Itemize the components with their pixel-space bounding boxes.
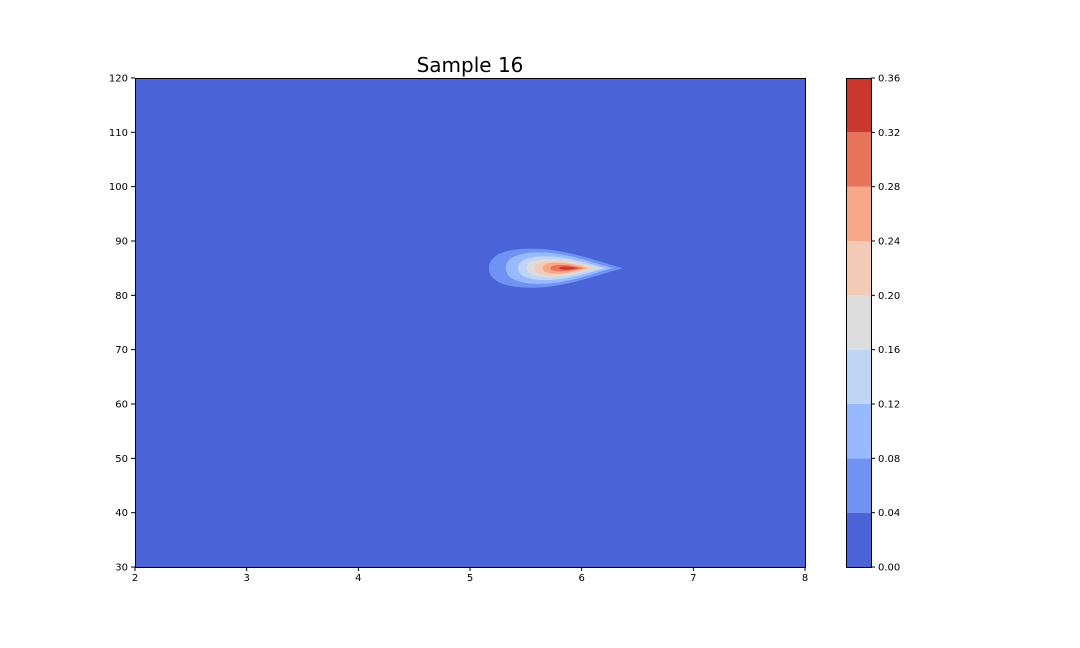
y-tick-label: 80 (115, 291, 128, 302)
plot-area (135, 78, 805, 567)
x-tick-label: 5 (467, 573, 473, 584)
colorbar-tick-label: 0.16 (878, 345, 900, 356)
colorbar-tick-label: 0.24 (878, 237, 900, 248)
colorbar-frame (846, 78, 872, 568)
colorbar-tick-label: 0.04 (878, 508, 900, 519)
y-tick-label: 120 (109, 74, 128, 85)
y-tick-label: 30 (115, 563, 128, 574)
contour-band-0 (135, 78, 805, 567)
colorbar-tick-label: 0.00 (878, 563, 900, 574)
colorbar-segment-6 (846, 186, 871, 241)
colorbar-tick-label: 0.20 (878, 291, 900, 302)
y-tick-label: 70 (115, 345, 128, 356)
colorbar-segment-8 (846, 78, 871, 133)
x-tick-label: 7 (690, 573, 696, 584)
x-tick-label: 8 (802, 573, 808, 584)
colorbar-segment-5 (846, 241, 871, 296)
x-tick-label: 3 (243, 573, 249, 584)
contour-band-8 (559, 266, 579, 270)
chart-title: Sample 16 (417, 53, 524, 77)
y-tick-label: 100 (109, 182, 128, 193)
colorbar-tick-label: 0.12 (878, 400, 900, 411)
colorbar-tick-label: 0.08 (878, 454, 900, 465)
y-tick-label: 90 (115, 237, 128, 248)
colorbar-segment-3 (846, 349, 871, 404)
x-tick-label: 4 (355, 573, 361, 584)
y-tick-label: 50 (115, 454, 128, 465)
y-axis: 30 40 50 60 70 80 90 100 110 120 (109, 74, 135, 574)
colorbar-tick-label: 0.36 (878, 74, 900, 85)
colorbar-segment-2 (846, 404, 871, 459)
colorbar-segment-0 (846, 512, 871, 567)
x-axis: 2 3 4 5 6 7 8 (132, 567, 808, 584)
y-tick-label: 40 (115, 508, 128, 519)
colorbar-segment-1 (846, 458, 871, 513)
colorbar-tick-label: 0.32 (878, 128, 900, 139)
x-tick-label: 2 (132, 573, 138, 584)
colorbar-axis: 0.00 0.04 0.08 0.12 0.16 0.20 0.24 0.28 0.32 0.36 (871, 74, 900, 574)
colorbar (846, 78, 872, 568)
colorbar-segment-4 (846, 295, 871, 350)
colorbar-segment-7 (846, 132, 871, 187)
x-tick-label: 6 (578, 573, 584, 584)
colorbar-tick-label: 0.28 (878, 182, 900, 193)
y-tick-label: 110 (109, 128, 128, 139)
y-tick-label: 60 (115, 400, 128, 411)
